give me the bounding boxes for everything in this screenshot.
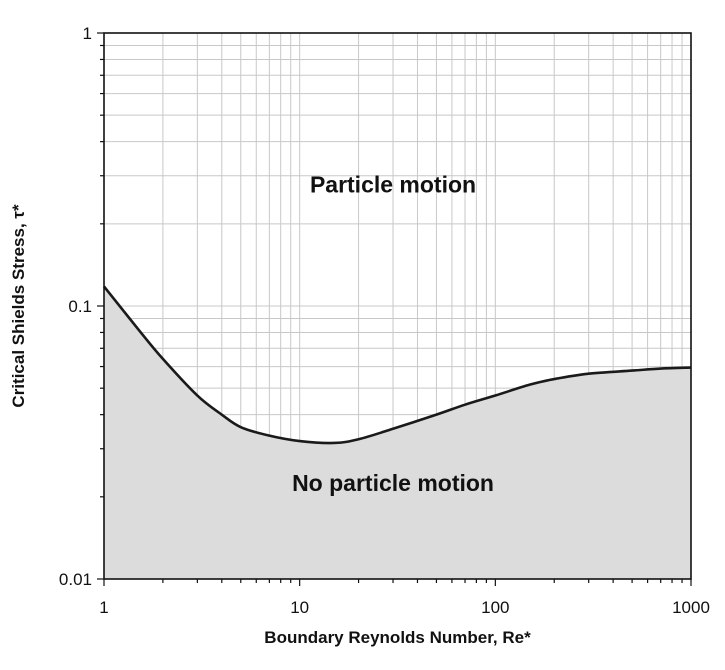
x-tick-label: 10 [290, 598, 309, 617]
tick-labels: 1 10 100 1000 0.01 0.1 1 [59, 24, 710, 617]
y-tick-label: 0.1 [68, 297, 92, 316]
y-axis-title: Critical Shields Stress, τ* [9, 204, 28, 408]
no-particle-motion-label: No particle motion [292, 470, 494, 496]
axis-ticks [97, 32, 692, 586]
no-motion-region-fill [104, 286, 691, 579]
particle-motion-label: Particle motion [310, 172, 476, 198]
critical-stress-curve [102, 285, 692, 445]
y-tick-label: 0.01 [59, 570, 92, 589]
x-axis-title: Boundary Reynolds Number, Re* [264, 628, 531, 647]
x-tick-label: 1000 [672, 598, 710, 617]
y-tick-label: 1 [83, 24, 92, 43]
x-tick-label: 100 [481, 598, 509, 617]
x-tick-label: 1 [99, 598, 108, 617]
